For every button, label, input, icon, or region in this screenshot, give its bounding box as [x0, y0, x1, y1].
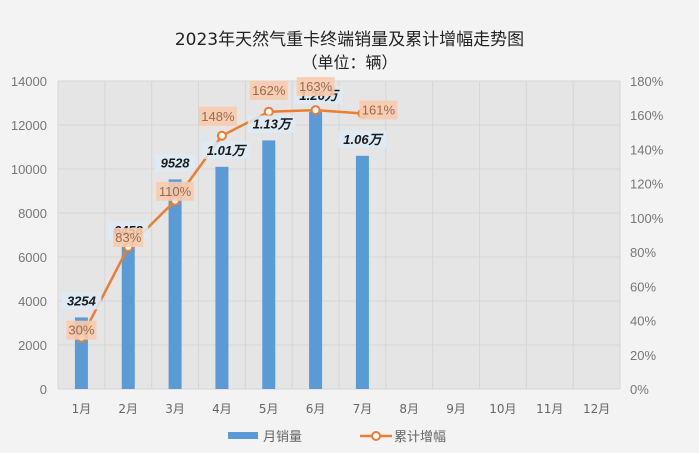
- y-right-tick: 160%: [630, 108, 664, 123]
- line-marker: [263, 106, 274, 117]
- value-label-bg: [155, 154, 196, 172]
- pct-label-bg: [198, 106, 237, 126]
- x-tick: 2月: [118, 402, 138, 416]
- y-right-tick: 180%: [630, 74, 664, 89]
- bar: [121, 246, 135, 389]
- y-right-tick: 0%: [630, 382, 649, 397]
- y-right-tick: 60%: [630, 279, 656, 294]
- line-marker: [216, 130, 227, 141]
- bar-value-label: 1.06万: [343, 132, 384, 147]
- x-tick: 10月: [489, 402, 516, 416]
- bar-swatch-icon: [228, 432, 258, 439]
- x-tick: 1月: [72, 402, 92, 416]
- legend-item-monthly-sales: 月销量: [228, 426, 302, 445]
- x-tick: 11月: [536, 402, 563, 416]
- value-label-bg: [61, 292, 102, 310]
- bar: [168, 179, 182, 389]
- x-tick: 4月: [212, 402, 232, 416]
- y-left-tick: 14000: [11, 74, 47, 89]
- bar-value-label: 1.01万: [207, 143, 248, 158]
- bar-value-label: 9528: [161, 155, 191, 170]
- legend-item-cumulative-growth: 累计增幅: [360, 426, 446, 445]
- pct-value-label: 148%: [201, 109, 235, 124]
- pct-label-bg: [296, 77, 335, 97]
- pct-label-bg: [249, 80, 288, 100]
- x-tick: 7月: [353, 402, 373, 416]
- y-left-tick: 12000: [11, 118, 47, 133]
- value-label-bg: [338, 130, 387, 148]
- x-tick: 5月: [259, 402, 279, 416]
- bar: [215, 166, 229, 389]
- x-tick: 9月: [446, 402, 466, 416]
- y-right-tick: 120%: [630, 177, 664, 192]
- y-left-tick: 4000: [18, 294, 47, 309]
- value-label-bg: [201, 141, 250, 159]
- bar: [309, 111, 323, 390]
- bar: [355, 155, 369, 389]
- y-right-tick: 80%: [630, 245, 656, 260]
- y-left-tick: 2000: [18, 338, 47, 353]
- pct-label-bg: [156, 181, 195, 201]
- y-right-tick: 140%: [630, 142, 664, 157]
- y-left-tick: 8000: [18, 206, 47, 221]
- x-tick: 3月: [165, 402, 185, 416]
- x-tick: 12月: [583, 402, 610, 416]
- pct-value-label: 30%: [68, 323, 94, 338]
- chart-subtitle: （单位：辆）: [301, 53, 398, 72]
- pct-value-label: 83%: [115, 230, 141, 245]
- value-label-bg: [247, 115, 296, 133]
- y-right-tick: 100%: [630, 211, 664, 226]
- pct-value-label: 161%: [362, 103, 396, 118]
- legend-label-cumulative-growth: 累计增幅: [394, 430, 447, 445]
- pct-value-label: 110%: [159, 184, 192, 199]
- bar: [262, 140, 276, 389]
- legend-label-monthly-sales: 月销量: [263, 430, 303, 445]
- y-left-tick: 0: [40, 382, 47, 397]
- y-left-tick: 10000: [11, 162, 47, 177]
- bar-value-label: 1.13万: [253, 116, 294, 131]
- x-tick: 6月: [306, 402, 326, 416]
- y-right-tick: 20%: [630, 348, 656, 363]
- y-right-tick: 40%: [630, 314, 656, 329]
- bar-value-label: 3254: [67, 293, 97, 308]
- pct-label-bg: [359, 100, 398, 120]
- line-marker-icon: [360, 430, 392, 441]
- pct-label-bg: [66, 320, 97, 340]
- x-tick: 8月: [399, 402, 419, 416]
- pct-value-label: 163%: [299, 79, 333, 94]
- pct-value-label: 162%: [252, 83, 286, 98]
- y-left-tick: 6000: [18, 250, 47, 265]
- line-marker: [310, 105, 321, 116]
- pct-label-bg: [113, 227, 144, 247]
- chart-title: 2023年天然气重卡终端销量及累计增幅走势图: [174, 30, 525, 50]
